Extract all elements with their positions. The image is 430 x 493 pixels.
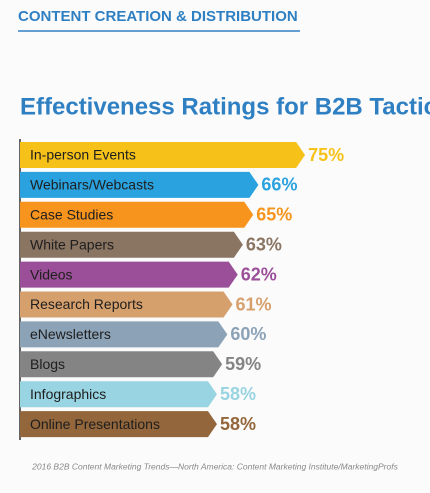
bar [20, 201, 254, 228]
bar [20, 291, 233, 318]
category-label: eNewsletters [30, 326, 111, 342]
bar [20, 231, 243, 258]
category-label: White Papers [30, 236, 114, 252]
category-label: Case Studies [30, 207, 113, 223]
category-label: Blogs [30, 356, 65, 372]
source-note: 2016 B2B Content Marketing Trends—North … [31, 461, 398, 471]
value-label: 66% [261, 175, 297, 195]
value-label: 65% [256, 205, 292, 225]
value-label: 62% [241, 264, 277, 284]
value-label: 63% [246, 234, 282, 254]
value-label: 58% [220, 384, 256, 404]
bar [20, 171, 259, 198]
category-label: Infographics [30, 386, 106, 402]
category-label: Research Reports [30, 296, 143, 312]
value-label: 61% [236, 294, 272, 314]
chart-title: Effectiveness Ratings for B2B Tactics [20, 93, 430, 120]
section-header: CONTENT CREATION & DISTRIBUTION [18, 8, 298, 25]
value-label: 75% [308, 145, 344, 165]
value-label: 58% [220, 414, 256, 434]
bar [20, 261, 238, 288]
bar [20, 142, 306, 168]
bar [20, 381, 217, 408]
category-label: Online Presentations [30, 416, 160, 432]
bar [20, 321, 228, 348]
category-label: Videos [30, 266, 73, 282]
bar [20, 351, 223, 378]
bar [20, 411, 217, 438]
category-label: In-person Events [30, 147, 136, 163]
value-label: 60% [230, 324, 266, 344]
value-label: 59% [225, 354, 261, 374]
category-label: Webinars/Webcasts [30, 177, 154, 193]
